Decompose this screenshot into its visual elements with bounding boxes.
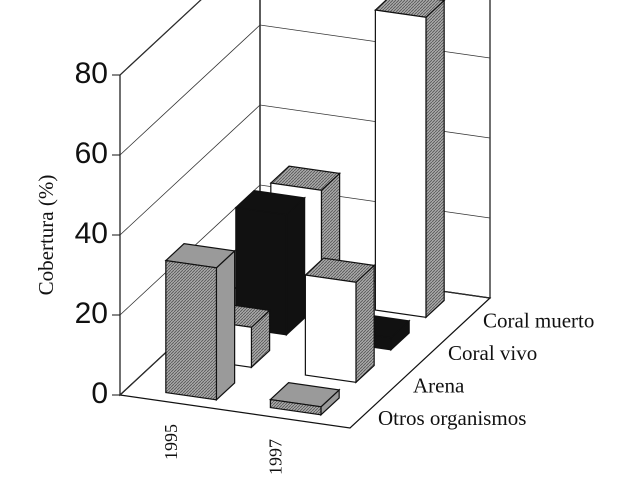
bar-front: [165, 259, 218, 401]
y-axis-label: Cobertura (%): [34, 175, 58, 296]
bar: [269, 382, 341, 417]
bar-side: [425, 0, 445, 319]
bar: [374, 0, 446, 319]
x-tick-label: 1995: [161, 424, 181, 460]
y-tick-label: 60: [75, 137, 108, 170]
bar-front: [304, 274, 357, 384]
bar-front: [269, 398, 322, 416]
bar-side: [215, 249, 236, 402]
y-tick-label: 0: [91, 377, 108, 410]
legend-label: Otros organismos: [378, 406, 526, 430]
bar-side: [355, 264, 375, 384]
grid-line: [119, 0, 202, 76]
y-tick-label: 40: [75, 217, 108, 250]
x-tick-label: 1997: [265, 439, 285, 475]
legend-label: Coral muerto: [483, 308, 594, 332]
legend-label: Arena: [413, 373, 465, 397]
y-tick-label: 80: [75, 57, 108, 90]
bar-side: [285, 196, 306, 337]
bar: [304, 257, 376, 384]
y-tick-label: 20: [75, 297, 108, 330]
legend-label: Coral vivo: [448, 341, 537, 365]
bar: [164, 243, 236, 402]
bar-front: [374, 9, 427, 319]
